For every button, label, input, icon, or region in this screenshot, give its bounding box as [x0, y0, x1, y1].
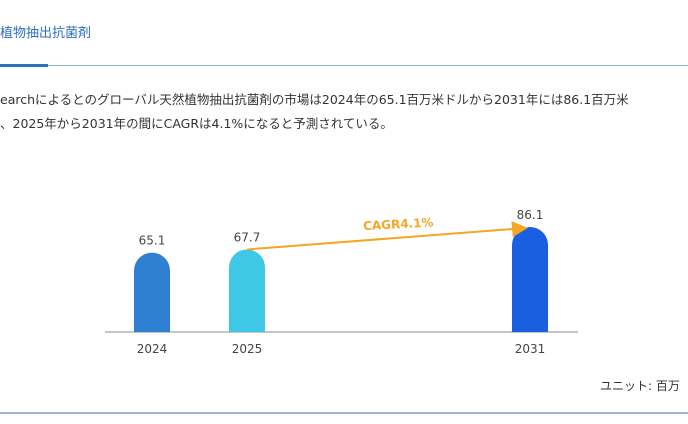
cagr-arrow — [246, 221, 528, 251]
description: earchによるとのグローバル天然植物抽出抗菌剤の市場は2024年の65.1百万… — [0, 88, 629, 136]
bar-2031 — [512, 227, 548, 332]
bottom-divider — [0, 412, 688, 414]
title-divider-accent — [0, 64, 48, 67]
description-line-1: earchによるとのグローバル天然植物抽出抗菌剤の市場は2024年の65.1百万… — [0, 92, 629, 107]
bar-2025 — [229, 249, 265, 332]
cagr-label: CAGR4.1% — [363, 215, 434, 233]
value-label: 65.1 — [139, 234, 166, 248]
value-label: 86.1 — [517, 208, 544, 222]
section-title: 植物抽出抗菌剤 — [0, 26, 92, 41]
category-label: 2025 — [232, 342, 263, 356]
category-label: 2031 — [515, 342, 546, 356]
value-label: 67.7 — [234, 230, 261, 244]
description-line-2: 、2025年から2031年の間にCAGRは4.1%になると予測されている。 — [0, 116, 393, 131]
unit-label: ユニット: 百万 — [600, 379, 680, 393]
title-divider — [0, 65, 688, 66]
category-label: 2024 — [137, 342, 168, 356]
bar-2024 — [134, 252, 170, 332]
